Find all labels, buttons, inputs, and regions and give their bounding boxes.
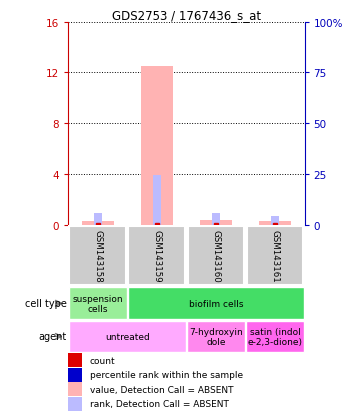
Bar: [68, 354, 83, 367]
Bar: [246, 321, 304, 352]
Text: 7-hydroxyin
dole: 7-hydroxyin dole: [189, 327, 243, 346]
Text: GSM143159: GSM143159: [152, 230, 161, 282]
Bar: [68, 382, 83, 396]
Bar: [82, 221, 114, 225]
Text: GSM143158: GSM143158: [93, 230, 102, 282]
Bar: [128, 226, 185, 286]
Bar: [69, 226, 126, 286]
Bar: [141, 67, 173, 225]
Text: value, Detection Call = ABSENT: value, Detection Call = ABSENT: [90, 385, 233, 394]
Text: suspension
cells: suspension cells: [72, 294, 123, 313]
Bar: [94, 214, 102, 225]
Bar: [128, 288, 304, 319]
Bar: [68, 368, 83, 382]
Text: GSM143160: GSM143160: [211, 230, 220, 282]
Text: count: count: [90, 356, 115, 365]
Bar: [69, 288, 127, 319]
Text: untreated: untreated: [105, 332, 150, 341]
Bar: [199, 220, 232, 225]
Bar: [187, 321, 245, 352]
Text: rank, Detection Call = ABSENT: rank, Detection Call = ABSENT: [90, 399, 229, 408]
Text: biofilm cells: biofilm cells: [189, 299, 243, 308]
Text: cell type: cell type: [25, 299, 66, 309]
Bar: [259, 221, 291, 225]
Bar: [68, 397, 83, 411]
Bar: [271, 216, 279, 225]
Bar: [212, 214, 220, 225]
Bar: [153, 176, 161, 225]
Bar: [69, 321, 186, 352]
Text: GSM143161: GSM143161: [271, 230, 279, 282]
Bar: [247, 226, 303, 286]
Bar: [188, 226, 244, 286]
Text: percentile rank within the sample: percentile rank within the sample: [90, 370, 243, 379]
Text: agent: agent: [38, 332, 66, 342]
Text: satin (indol
e-2,3-dione): satin (indol e-2,3-dione): [247, 327, 302, 346]
Title: GDS2753 / 1767436_s_at: GDS2753 / 1767436_s_at: [112, 9, 261, 21]
